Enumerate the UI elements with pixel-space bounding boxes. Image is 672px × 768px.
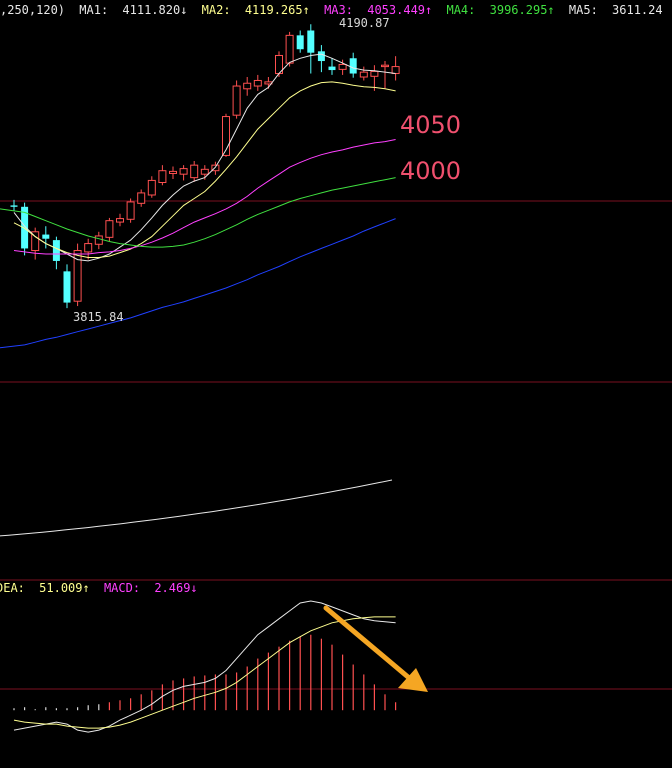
candle-body-9 — [105, 220, 114, 238]
dif-line — [13, 600, 396, 733]
ma4-line — [0, 177, 396, 248]
candle-body-8 — [94, 235, 103, 245]
indicator-panel — [0, 479, 393, 537]
macd-panel — [13, 600, 397, 733]
ma3-value: 4053.449↑ — [367, 3, 433, 17]
candle-body-11 — [126, 201, 135, 220]
ma5-value: 3611.24 — [612, 3, 663, 17]
macd-label: MACD: — [103, 581, 141, 595]
trend-arrow — [323, 605, 428, 692]
ma4-value: 3996.295↑ — [489, 3, 555, 17]
candle-body-32 — [349, 58, 357, 74]
candle-body-19 — [211, 164, 220, 172]
ma3-label: MA3: — [324, 3, 353, 17]
candle-body-31 — [338, 64, 347, 70]
candle-body-33 — [359, 71, 368, 78]
arrow-head — [398, 668, 428, 692]
ma4-label: MA4: — [446, 3, 476, 17]
candle-body-35 — [381, 64, 389, 68]
ma2-label: MA2: — [201, 3, 231, 17]
ma1-label: MA1: — [79, 3, 109, 17]
candle-body-34 — [370, 70, 379, 77]
ma-params: ,250,120) — [0, 3, 66, 17]
ma1-line — [13, 53, 396, 262]
candle-body-27 — [296, 35, 304, 50]
level-4000-label: 4000 — [400, 157, 462, 185]
macd-header: DEA: 51.009↑ MACD: 2.469↓ — [0, 580, 198, 596]
candle-body-26 — [285, 34, 294, 64]
peak-high-label: 4190.87 — [339, 16, 390, 30]
dea-line — [13, 616, 396, 729]
candle-body-30 — [328, 66, 336, 71]
ma-header: ,250,120) MA1: 4111.820↓ MA2: 4119.265↑ … — [0, 2, 663, 18]
peak-low-label: 3815.84 — [73, 310, 124, 324]
candle-body-20 — [222, 116, 230, 156]
arrow-shaft — [323, 605, 411, 680]
candle-body-12 — [137, 192, 146, 204]
macd-value: 2.469↓ — [154, 581, 198, 595]
level-4050-label: 4050 — [400, 111, 462, 139]
candle-body-7 — [84, 243, 93, 253]
ma3-line — [13, 139, 396, 255]
ma1-value: 4111.820↓ — [122, 3, 188, 17]
dea-value: 51.009↑ — [39, 581, 90, 595]
candlesticks — [10, 24, 400, 309]
ma5-label: MA5: — [568, 3, 598, 17]
candle-body-16 — [179, 168, 188, 175]
candle-body-6 — [73, 250, 82, 302]
candle-body-36 — [391, 66, 400, 75]
candle-body-0 — [10, 205, 18, 207]
grid-lines — [0, 200, 672, 690]
candle-body-18 — [200, 168, 209, 175]
moving-average-lines — [0, 53, 396, 349]
candle-body-29 — [317, 51, 325, 62]
candle-body-14 — [158, 170, 167, 184]
indicator-line — [0, 479, 393, 537]
candle-body-15 — [169, 170, 177, 174]
candle-body-17 — [190, 164, 199, 179]
candle-body-28 — [307, 30, 315, 53]
candle-body-5 — [63, 271, 71, 303]
candle-body-23 — [253, 79, 262, 87]
ma5-line — [0, 218, 396, 349]
candle-body-2 — [31, 231, 40, 252]
ma2-value: 4119.265↑ — [244, 3, 310, 17]
candle-body-21 — [232, 85, 241, 116]
candle-body-13 — [147, 179, 156, 196]
candle-body-1 — [21, 206, 29, 249]
candle-body-22 — [243, 82, 252, 90]
candle-body-4 — [52, 240, 60, 261]
ma2-line — [13, 81, 396, 258]
candle-body-10 — [116, 218, 124, 223]
dea-label: DEA: — [0, 581, 25, 595]
candle-body-3 — [42, 234, 50, 239]
